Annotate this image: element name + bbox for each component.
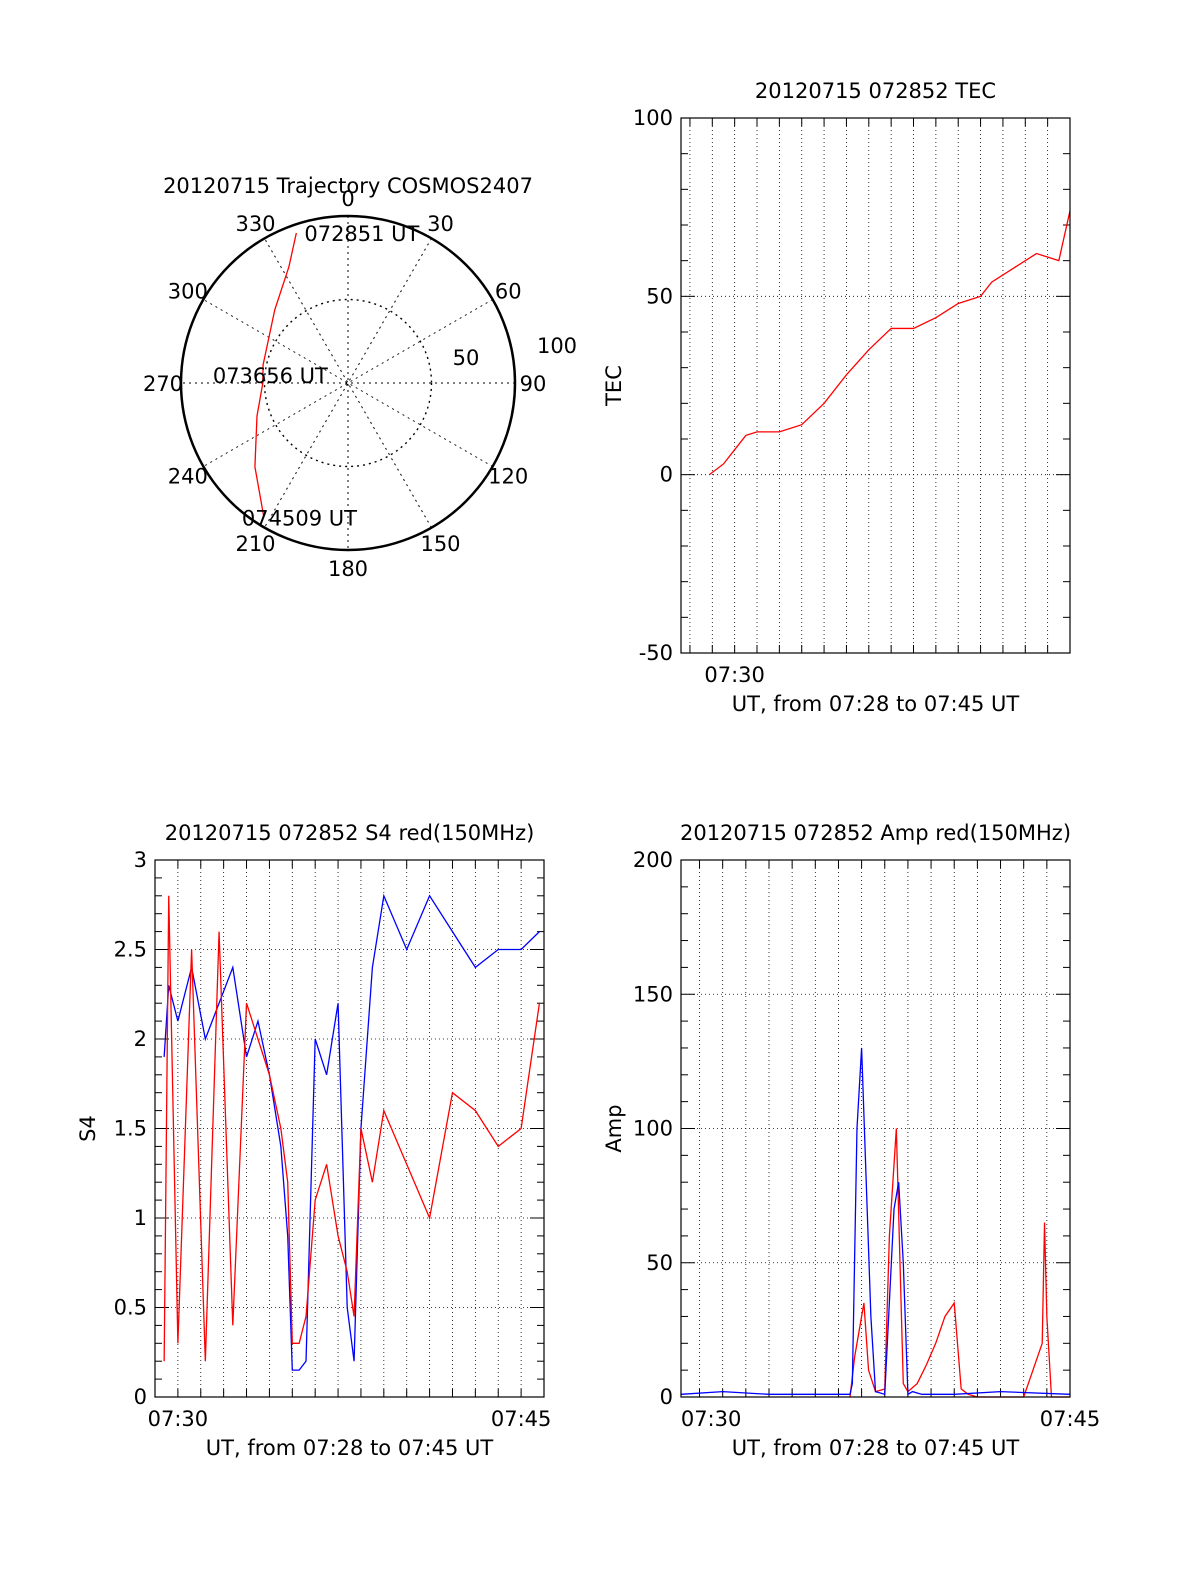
x-tick-label: 07:30 — [704, 663, 765, 687]
polar-spoke — [203, 299, 493, 467]
x-axis-label: UT, from 07:28 to 07:45 UT — [206, 1436, 494, 1460]
x-tick-label: 07:45 — [491, 1407, 552, 1431]
azimuth-label: 30 — [427, 212, 454, 236]
azimuth-label: 210 — [235, 532, 275, 556]
x-axis-label: UT, from 07:28 to 07:45 UT — [732, 1436, 1020, 1460]
y-tick-label: 0 — [660, 463, 673, 487]
y-tick-label: 200 — [633, 848, 673, 872]
azimuth-label: 300 — [168, 280, 208, 304]
y-tick-label: 100 — [633, 106, 673, 130]
azimuth-label: 90 — [520, 372, 547, 396]
y-tick-label: 2.5 — [114, 938, 147, 962]
polar-outer-ring — [179, 214, 517, 552]
x-axis-label: UT, from 07:28 to 07:45 UT — [732, 692, 1020, 716]
trajectory-line — [254, 232, 297, 518]
chart-2: 20120715 072852 S4 red(150MHz) 0 0.5 1 1.5 2 2… — [76, 821, 551, 1460]
azimuth-label: 180 — [328, 557, 368, 581]
chart-3: 20120715 072852 Amp red(150MHz) 0 50 100 150… — [602, 821, 1100, 1460]
azimuth-label: 0 — [341, 187, 354, 211]
polar-title: 20120715 Trajectory COSMOS2407 — [163, 174, 533, 198]
y-tick-label: 0 — [134, 1385, 147, 1409]
series-line — [849, 1128, 1070, 1398]
azimuth-label: 120 — [488, 465, 528, 489]
y-tick-label: 3 — [134, 848, 147, 872]
y-axis-label: TEC — [602, 365, 626, 407]
azimuth-label: 60 — [495, 280, 522, 304]
y-axis-label: S4 — [76, 1115, 100, 1142]
y-tick-label: 50 — [646, 1251, 673, 1275]
series-line — [163, 895, 541, 1362]
x-tick-label: 07:30 — [148, 1407, 209, 1431]
azimuth-label: 240 — [168, 465, 208, 489]
chart-title: 20120715 072852 TEC — [755, 79, 996, 103]
plot-frame — [680, 117, 1071, 654]
polar-spoke — [264, 238, 432, 528]
y-tick-label: 1 — [134, 1206, 147, 1230]
chart-title: 20120715 072852 S4 red(150MHz) — [165, 821, 535, 845]
chart-title: 20120715 072852 Amp red(150MHz) — [680, 821, 1071, 845]
y-tick-label: 150 — [633, 982, 673, 1006]
y-tick-label: 1.5 — [114, 1117, 147, 1141]
plot-frame — [154, 859, 545, 1398]
polar-spoke — [203, 299, 493, 467]
azimuth-label: 270 — [143, 372, 183, 396]
series-line — [680, 1047, 1071, 1396]
radial-tick-label: 50 — [453, 346, 480, 370]
trajectory-time-label: 074509 UT — [242, 507, 357, 531]
azimuth-label: 330 — [235, 212, 275, 236]
azimuth-label: 150 — [420, 532, 460, 556]
trajectory-time-label: 072851 UT — [304, 222, 419, 246]
y-tick-label: -50 — [639, 641, 673, 665]
chart-1: 20120715 072852 TEC -50 0 50 100 07:30 UT, fro… — [602, 79, 1071, 716]
y-tick-label: 0.5 — [114, 1296, 147, 1320]
y-tick-label: 0 — [660, 1385, 673, 1409]
radial-tick-label: 100 — [537, 334, 577, 358]
trajectory-time-label: 073656 UT — [213, 364, 328, 388]
y-axis-label: Amp — [602, 1104, 626, 1152]
polar-ring-50 — [263, 298, 433, 468]
y-tick-label: 100 — [633, 1117, 673, 1141]
polar-spoke — [264, 238, 432, 528]
y-tick-label: 2 — [134, 1027, 147, 1051]
x-tick-label: 07:30 — [681, 1407, 742, 1431]
plot-frame — [680, 859, 1071, 1398]
series-line — [708, 210, 1071, 476]
y-tick-label: 50 — [646, 284, 673, 308]
x-tick-label: 07:45 — [1040, 1407, 1101, 1431]
